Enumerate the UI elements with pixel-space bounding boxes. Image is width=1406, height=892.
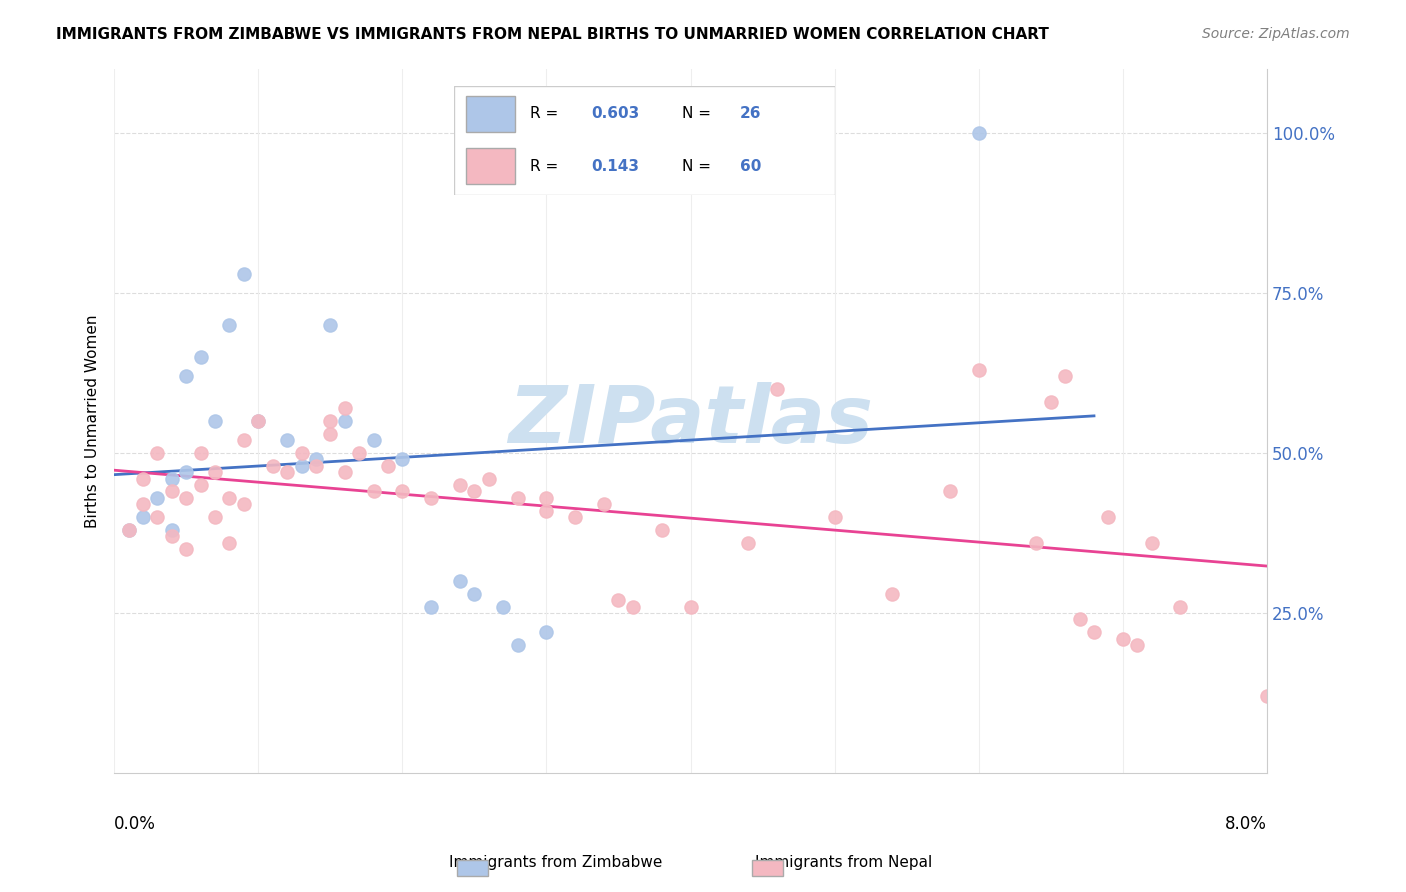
Point	[1054, 369, 1077, 384]
Point	[463, 587, 485, 601]
Point	[377, 458, 399, 473]
Point	[391, 452, 413, 467]
Point	[305, 458, 328, 473]
Point	[737, 535, 759, 549]
Point	[146, 446, 169, 460]
Point	[204, 465, 226, 479]
Point	[621, 599, 644, 614]
Text: Immigrants from Zimbabwe: Immigrants from Zimbabwe	[449, 855, 662, 870]
Point	[160, 523, 183, 537]
Point	[363, 484, 385, 499]
Point	[1140, 535, 1163, 549]
Point	[232, 267, 254, 281]
Point	[607, 593, 630, 607]
Point	[391, 484, 413, 499]
Point	[218, 318, 240, 332]
Point	[492, 599, 515, 614]
Point	[218, 535, 240, 549]
Point	[262, 458, 284, 473]
Point	[160, 471, 183, 485]
Point	[276, 465, 298, 479]
Point	[174, 369, 197, 384]
Point	[190, 446, 212, 460]
Text: IMMIGRANTS FROM ZIMBABWE VS IMMIGRANTS FROM NEPAL BIRTHS TO UNMARRIED WOMEN CORR: IMMIGRANTS FROM ZIMBABWE VS IMMIGRANTS F…	[56, 27, 1049, 42]
Point	[319, 426, 342, 441]
Point	[824, 510, 846, 524]
Point	[117, 523, 139, 537]
Point	[449, 478, 471, 492]
Point	[204, 510, 226, 524]
Point	[967, 362, 990, 376]
Point	[305, 452, 328, 467]
Y-axis label: Births to Unmarried Women: Births to Unmarried Women	[86, 314, 100, 527]
Point	[146, 491, 169, 505]
Point	[347, 446, 370, 460]
Point	[1256, 690, 1278, 704]
Point	[204, 414, 226, 428]
Point	[1025, 535, 1047, 549]
Point	[882, 587, 904, 601]
Point	[232, 497, 254, 511]
Point	[420, 599, 443, 614]
Point	[420, 491, 443, 505]
Point	[506, 638, 529, 652]
Point	[506, 491, 529, 505]
Point	[247, 414, 270, 428]
Point	[160, 529, 183, 543]
Point	[333, 401, 356, 415]
Point	[160, 484, 183, 499]
Point	[363, 433, 385, 447]
Point	[1039, 394, 1062, 409]
Point	[1170, 599, 1192, 614]
Point	[478, 471, 501, 485]
Point	[132, 510, 155, 524]
Point	[333, 465, 356, 479]
Point	[174, 491, 197, 505]
Text: 0.0%: 0.0%	[114, 815, 156, 833]
Point	[290, 458, 312, 473]
Point	[146, 510, 169, 524]
Point	[247, 414, 270, 428]
Point	[939, 484, 962, 499]
Point	[449, 574, 471, 588]
Point	[319, 318, 342, 332]
Point	[333, 414, 356, 428]
Point	[564, 510, 586, 524]
Point	[1126, 638, 1149, 652]
Point	[1069, 612, 1091, 626]
Point	[536, 503, 558, 517]
Point	[290, 446, 312, 460]
Point	[651, 523, 673, 537]
Text: 8.0%: 8.0%	[1225, 815, 1267, 833]
Point	[463, 484, 485, 499]
Text: Immigrants from Nepal: Immigrants from Nepal	[755, 855, 932, 870]
Point	[679, 599, 702, 614]
Point	[190, 350, 212, 364]
Point	[967, 126, 990, 140]
Point	[766, 382, 789, 396]
Point	[190, 478, 212, 492]
Point	[536, 491, 558, 505]
Point	[132, 497, 155, 511]
Point	[232, 433, 254, 447]
Point	[319, 414, 342, 428]
Point	[218, 491, 240, 505]
Point	[593, 497, 616, 511]
Point	[1097, 510, 1119, 524]
Point	[174, 541, 197, 556]
Point	[117, 523, 139, 537]
Point	[1112, 632, 1135, 646]
Point	[276, 433, 298, 447]
Point	[536, 625, 558, 640]
Text: ZIPatlas: ZIPatlas	[508, 382, 873, 460]
Point	[1083, 625, 1105, 640]
Point	[174, 465, 197, 479]
Point	[132, 471, 155, 485]
Text: Source: ZipAtlas.com: Source: ZipAtlas.com	[1202, 27, 1350, 41]
